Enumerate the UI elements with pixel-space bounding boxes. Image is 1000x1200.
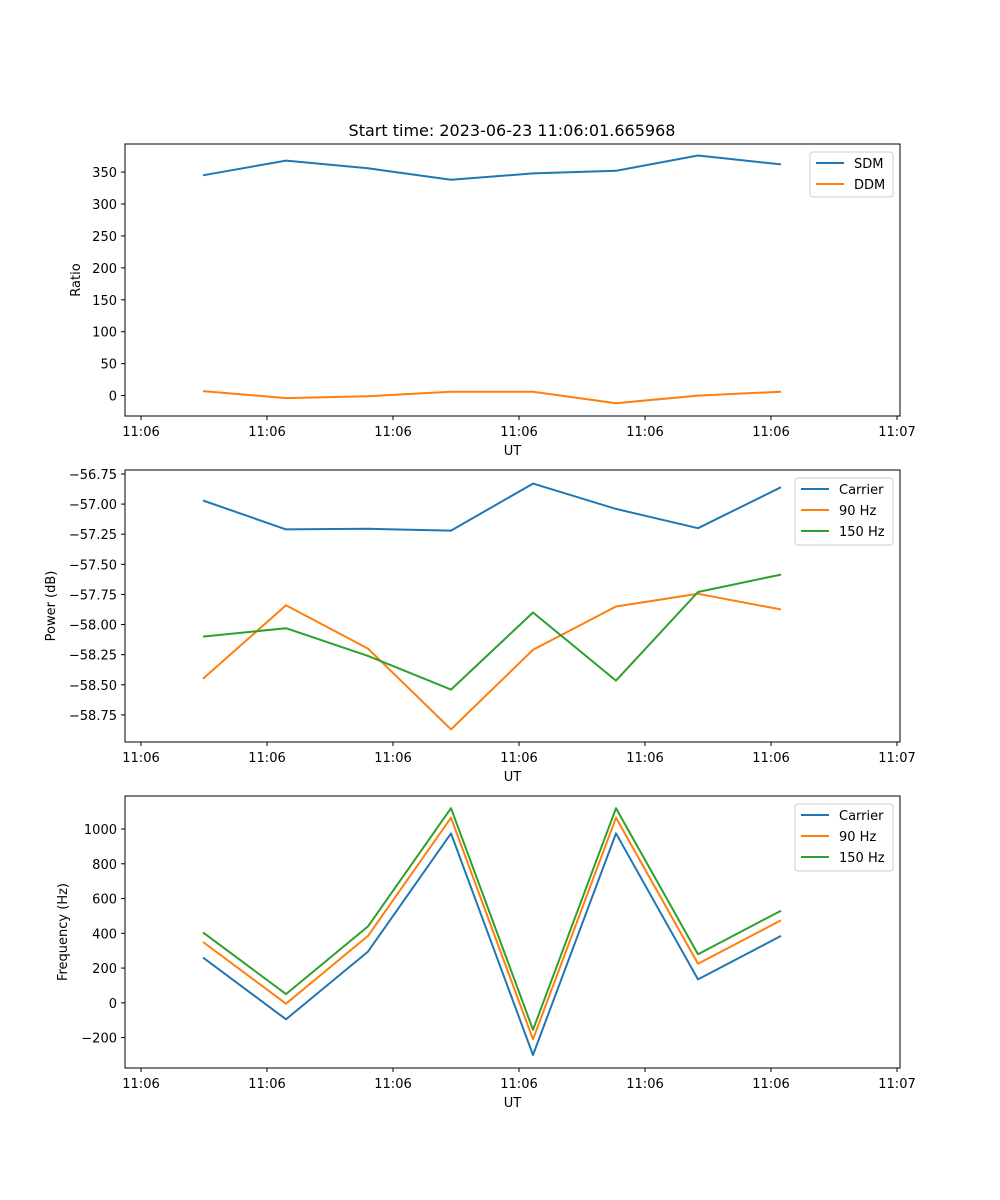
axes-frame bbox=[124, 469, 901, 743]
y-tick-label: 800 bbox=[92, 858, 117, 873]
y-tick-label: 200 bbox=[92, 262, 117, 277]
x-tick-label: 11:06 bbox=[374, 751, 411, 766]
series-line-sdm bbox=[202, 154, 782, 181]
x-tick-label: 11:06 bbox=[122, 751, 159, 766]
legend-label: SDM bbox=[854, 157, 883, 172]
x-tick-label: 11:06 bbox=[500, 751, 537, 766]
y-tick-label: 600 bbox=[92, 893, 117, 908]
legend-label: 90 Hz bbox=[839, 830, 876, 845]
y-tick-label: −57.00 bbox=[69, 498, 117, 513]
x-tick-label: 11:06 bbox=[626, 751, 663, 766]
legend-label: DDM bbox=[854, 178, 885, 193]
y-tick-label: 350 bbox=[92, 166, 117, 181]
x-tick-label: 11:06 bbox=[122, 1077, 159, 1092]
legend-label: Carrier bbox=[839, 809, 884, 824]
x-axis-label: UT bbox=[504, 770, 522, 785]
axes-frame bbox=[124, 795, 901, 1069]
y-tick-label: 250 bbox=[92, 230, 117, 245]
x-tick-label: 11:06 bbox=[626, 1077, 663, 1092]
y-tick-label: 1000 bbox=[84, 823, 117, 838]
x-tick-label: 11:07 bbox=[878, 425, 915, 440]
legend: SDM DDM bbox=[809, 151, 894, 198]
y-tick-label: −58.25 bbox=[69, 649, 117, 664]
x-tick-label: 11:06 bbox=[374, 1077, 411, 1092]
y-tick-label: 300 bbox=[92, 198, 117, 213]
legend-label: 90 Hz bbox=[839, 504, 876, 519]
y-tick-label: 0 bbox=[109, 997, 117, 1012]
y-tick-label: 200 bbox=[92, 962, 117, 977]
y-tick-label: −56.75 bbox=[69, 468, 117, 483]
y-tick-label: 100 bbox=[92, 326, 117, 341]
legend: Carrier 90 Hz 150 Hz bbox=[794, 477, 894, 546]
y-axis-label: Power (dB) bbox=[44, 571, 59, 642]
y-tick-label: 50 bbox=[100, 358, 117, 373]
y-tick-label: 400 bbox=[92, 927, 117, 942]
y-tick-label: −57.75 bbox=[69, 588, 117, 603]
panel-2: 11:06 11:06 11:06 11:06 11:06 11:06 11:07 −56.7… bbox=[44, 468, 916, 785]
x-tick-label: 11:06 bbox=[374, 425, 411, 440]
panel-1: 11:06 11:06 11:06 11:06 11:06 11:06 11:07 0 50 10… bbox=[69, 143, 916, 459]
x-axis-label: UT bbox=[504, 1096, 522, 1111]
y-tick-label: −57.50 bbox=[69, 558, 117, 573]
y-tick-label: −58.75 bbox=[69, 709, 117, 724]
series-line-ddm bbox=[202, 390, 782, 405]
panel-3: 11:06 11:06 11:06 11:06 11:06 11:06 11:07 −200 0… bbox=[56, 795, 916, 1111]
y-tick-label: −58.50 bbox=[69, 679, 117, 694]
y-axis-label: Ratio bbox=[69, 263, 84, 296]
x-tick-label: 11:06 bbox=[500, 425, 537, 440]
y-tick-label: −57.25 bbox=[69, 528, 117, 543]
series-line-90-hz bbox=[202, 592, 782, 731]
y-tick-label: −200 bbox=[81, 1032, 117, 1047]
legend-box bbox=[794, 803, 894, 872]
legend: Carrier 90 Hz 150 Hz bbox=[794, 803, 894, 872]
y-tick-label: 0 bbox=[109, 390, 117, 405]
series-line-150-hz bbox=[202, 573, 782, 691]
y-tick-label: 150 bbox=[92, 294, 117, 309]
y-tick-label: −58.00 bbox=[69, 619, 117, 634]
x-tick-label: 11:06 bbox=[248, 1077, 285, 1092]
legend-label: 150 Hz bbox=[839, 525, 885, 540]
series-line-carrier bbox=[202, 482, 782, 532]
x-axis-label: UT bbox=[504, 444, 522, 459]
x-tick-label: 11:07 bbox=[878, 751, 915, 766]
axes-frame bbox=[124, 143, 901, 417]
x-tick-label: 11:06 bbox=[752, 1077, 789, 1092]
figure-title: Start time: 2023-06-23 11:06:01.665968 bbox=[349, 121, 676, 140]
series-line-150-hz bbox=[202, 807, 782, 1031]
series-line-carrier bbox=[202, 832, 782, 1056]
x-tick-label: 11:06 bbox=[626, 425, 663, 440]
x-tick-label: 11:06 bbox=[752, 751, 789, 766]
x-tick-label: 11:06 bbox=[752, 425, 789, 440]
legend-label: Carrier bbox=[839, 483, 884, 498]
y-axis-label: Frequency (Hz) bbox=[56, 883, 71, 981]
series-line-90-hz bbox=[202, 816, 782, 1041]
legend-label: 150 Hz bbox=[839, 851, 885, 866]
x-tick-label: 11:06 bbox=[500, 1077, 537, 1092]
x-tick-label: 11:07 bbox=[878, 1077, 915, 1092]
x-tick-label: 11:06 bbox=[248, 751, 285, 766]
x-tick-label: 11:06 bbox=[122, 425, 159, 440]
legend-box bbox=[794, 477, 894, 546]
x-tick-label: 11:06 bbox=[248, 425, 285, 440]
